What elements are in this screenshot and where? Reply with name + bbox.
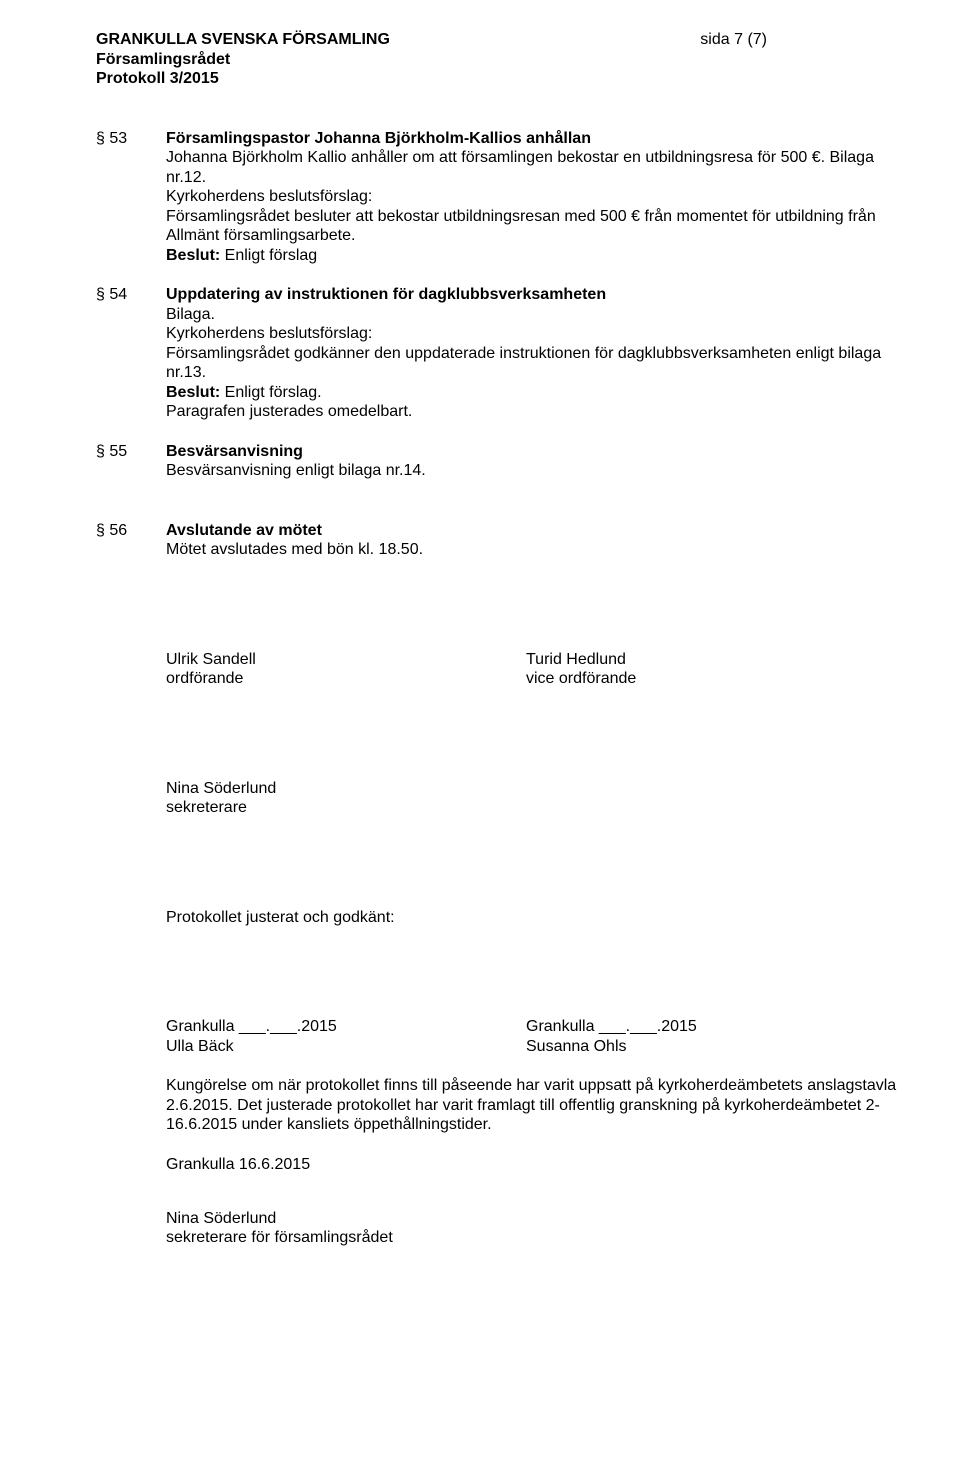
section-decision: Beslut: Enligt förslag.	[166, 383, 912, 403]
final-signatory-role: sekreterare för församlingsrådet	[166, 1228, 912, 1248]
signatory-name: Ulrik Sandell	[166, 650, 526, 670]
approval-label: Protokollet justerat och godkänt:	[166, 908, 912, 928]
section-body: Besvärsanvisning Besvärsanvisning enligt…	[166, 442, 912, 481]
section-text: Kyrkoherdens beslutsförslag:	[166, 187, 912, 207]
section-text: Johanna Björkholm Kallio anhåller om att…	[166, 148, 912, 187]
section-56: § 56 Avslutande av mötet Mötet avslutade…	[96, 521, 912, 560]
spacer	[166, 818, 912, 908]
spacer	[166, 927, 912, 1017]
signature-row: Ulrik Sandell ordförande Turid Hedlund v…	[166, 650, 912, 689]
approval-name: Susanna Ohls	[526, 1037, 912, 1057]
approval-col-right: Grankulla ___.___.2015 Susanna Ohls	[526, 1017, 912, 1056]
signatory-role: vice ordförande	[526, 669, 912, 689]
header-line2: Församlingsrådet	[96, 50, 390, 70]
spacer	[166, 1135, 912, 1155]
section-body: Uppdatering av instruktionen för dagklub…	[166, 285, 912, 422]
decision-label: Beslut:	[166, 384, 220, 401]
section-text: Mötet avslutades med bön kl. 18.50.	[166, 540, 912, 560]
header-page-number: sida 7 (7)	[700, 30, 767, 89]
header-line3: Protokoll 3/2015	[96, 69, 390, 89]
approval-col-left: Grankulla ___.___.2015 Ulla Bäck	[166, 1017, 526, 1056]
section-number: § 55	[96, 442, 166, 481]
section-text: Kyrkoherdens beslutsförslag:	[166, 324, 912, 344]
section-text: Paragrafen justerades omedelbart.	[166, 402, 912, 422]
public-notice: Kungörelse om när protokollet finns till…	[166, 1076, 912, 1135]
signatory-name: Turid Hedlund	[526, 650, 912, 670]
section-text: Besvärsanvisning enligt bilaga nr.14.	[166, 461, 912, 481]
section-decision: Beslut: Enligt förslag	[166, 246, 912, 266]
signatures-block: Ulrik Sandell ordförande Turid Hedlund v…	[166, 650, 912, 1248]
section-number: § 54	[96, 285, 166, 422]
section-text: Församlingsrådet godkänner den uppdatera…	[166, 344, 912, 383]
document-header: GRANKULLA SVENSKA FÖRSAMLING Församlings…	[96, 30, 912, 89]
section-text: Församlingsrådet besluter att bekostar u…	[166, 207, 912, 246]
section-53: § 53 Församlingspastor Johanna Björkholm…	[96, 129, 912, 266]
spacer	[96, 580, 912, 650]
final-signatory-name: Nina Söderlund	[166, 1209, 912, 1229]
spacer	[96, 501, 912, 521]
section-54: § 54 Uppdatering av instruktionen för da…	[96, 285, 912, 422]
decision-text: Enligt förslag	[220, 247, 317, 264]
approval-row: Grankulla ___.___.2015 Ulla Bäck Grankul…	[166, 1017, 912, 1056]
signature-col-left: Ulrik Sandell ordförande	[166, 650, 526, 689]
page: GRANKULLA SVENSKA FÖRSAMLING Församlings…	[0, 0, 960, 1308]
decision-text: Enligt förslag.	[220, 384, 321, 401]
notice-date: Grankulla 16.6.2015	[166, 1155, 912, 1175]
header-left: GRANKULLA SVENSKA FÖRSAMLING Församlings…	[96, 30, 390, 89]
approval-place-date: Grankulla ___.___.2015	[526, 1017, 912, 1037]
spacer	[166, 1056, 912, 1076]
header-organization: GRANKULLA SVENSKA FÖRSAMLING	[96, 30, 390, 50]
signatory-name: Nina Söderlund	[166, 779, 912, 799]
spacer	[166, 1175, 912, 1209]
approval-place-date: Grankulla ___.___.2015	[166, 1017, 526, 1037]
section-text: Bilaga.	[166, 305, 912, 325]
section-number: § 56	[96, 521, 166, 560]
section-body: Församlingspastor Johanna Björkholm-Kall…	[166, 129, 912, 266]
approval-name: Ulla Bäck	[166, 1037, 526, 1057]
signature-col-right: Turid Hedlund vice ordförande	[526, 650, 912, 689]
section-title: Uppdatering av instruktionen för dagklub…	[166, 285, 912, 305]
section-body: Avslutande av mötet Mötet avslutades med…	[166, 521, 912, 560]
section-number: § 53	[96, 129, 166, 266]
section-title: Besvärsanvisning	[166, 442, 912, 462]
section-title: Avslutande av mötet	[166, 521, 912, 541]
decision-label: Beslut:	[166, 247, 220, 264]
spacer	[166, 689, 912, 779]
signatory-role: ordförande	[166, 669, 526, 689]
section-55: § 55 Besvärsanvisning Besvärsanvisning e…	[96, 442, 912, 481]
signatory-role: sekreterare	[166, 798, 912, 818]
section-title: Församlingspastor Johanna Björkholm-Kall…	[166, 129, 912, 149]
